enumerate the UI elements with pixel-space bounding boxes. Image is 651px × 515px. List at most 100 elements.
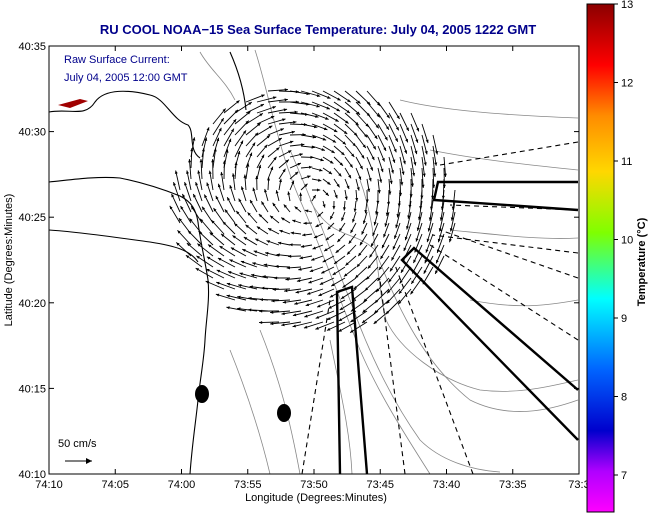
current-vector-head — [215, 293, 220, 297]
colorbar-tick-label: 12 — [621, 78, 633, 90]
current-vector-head — [412, 172, 416, 177]
current-vector — [267, 89, 288, 92]
current-vector-head — [259, 309, 263, 313]
current-vector-head — [281, 323, 285, 327]
current-vector-head — [289, 140, 294, 144]
current-vector — [171, 193, 181, 213]
current-vector-head — [325, 237, 330, 241]
current-vector — [377, 123, 388, 141]
current-vector-head — [225, 149, 229, 153]
current-vector — [410, 134, 418, 155]
current-vector-head — [282, 300, 287, 304]
current-vector — [326, 321, 346, 331]
current-vector-head — [321, 147, 325, 151]
current-vector-head — [316, 104, 320, 108]
current-vector — [366, 101, 381, 118]
current-vector — [418, 200, 423, 221]
current-vector-head — [379, 179, 383, 183]
current-vector-head — [234, 161, 238, 166]
current-vector-head — [387, 289, 391, 294]
current-vector-head — [329, 294, 334, 298]
current-vector — [388, 101, 400, 120]
current-vector-head — [389, 267, 393, 272]
current-vector — [182, 193, 192, 213]
current-vector-head — [307, 175, 311, 179]
current-vector-head — [345, 120, 349, 124]
current-vector — [175, 170, 181, 191]
current-vector — [414, 233, 423, 253]
current-vector-head — [267, 177, 271, 181]
current-vector — [311, 101, 331, 110]
current-vector-head — [317, 178, 322, 182]
current-vector-head — [404, 150, 408, 154]
current-vector-head — [342, 141, 346, 145]
current-vector-head — [211, 159, 215, 163]
current-vector-head — [305, 303, 310, 307]
current-vector-head — [291, 130, 295, 134]
current-vector-head — [355, 274, 359, 279]
current-vector — [300, 90, 321, 97]
current-vector-head — [266, 135, 271, 139]
y-tick-label: 40:20 — [18, 298, 46, 310]
current-vector-head — [406, 226, 409, 230]
current-vector-head — [281, 312, 285, 316]
current-vector-head — [185, 255, 190, 259]
current-vector-head — [234, 109, 239, 114]
current-vector — [223, 118, 237, 136]
current-vector-head — [189, 218, 193, 222]
current-vector — [201, 206, 214, 224]
current-vector-head — [338, 318, 343, 322]
current-vector — [377, 112, 390, 131]
current-vector-head — [414, 248, 418, 253]
current-vector-head — [312, 246, 316, 250]
current-vector-head — [342, 207, 346, 211]
current-vector — [192, 193, 203, 213]
current-vector-head — [388, 278, 392, 283]
current-vector — [425, 233, 434, 253]
current-vector — [339, 299, 357, 311]
current-vector-head — [245, 224, 249, 228]
current-vector-head — [422, 173, 426, 177]
current-vector-head — [383, 233, 387, 238]
current-vector-head — [384, 223, 388, 227]
current-vector — [315, 310, 335, 319]
current-vector-head — [414, 150, 418, 155]
current-vector — [428, 211, 434, 232]
current-vector-head — [262, 275, 266, 279]
current-vector-head — [396, 115, 400, 119]
current-vector-head — [435, 151, 439, 155]
current-vector — [410, 123, 419, 143]
current-vector-head — [395, 224, 399, 229]
x-tick-label: 73:50 — [300, 479, 328, 491]
current-vector-head — [275, 190, 279, 194]
current-vector — [410, 145, 417, 166]
current-vector — [238, 284, 258, 290]
current-vector-head — [300, 244, 305, 248]
current-vector-head — [291, 180, 295, 185]
current-vector-head — [209, 232, 214, 236]
current-vector — [338, 321, 357, 333]
current-vector-head — [197, 170, 201, 174]
current-vector-head — [264, 188, 267, 193]
current-vector-head — [372, 146, 376, 150]
current-vector — [237, 296, 258, 301]
current-vector-head — [350, 308, 355, 312]
current-vector — [421, 134, 428, 155]
current-vector-head — [389, 180, 393, 185]
current-vector-head — [380, 168, 384, 173]
current-vector — [227, 271, 247, 279]
current-vector — [413, 244, 423, 264]
current-vector-head — [368, 177, 372, 182]
current-vector-head — [248, 296, 252, 300]
current-vector-head — [303, 221, 307, 225]
current-vector-head — [358, 252, 362, 257]
current-vector-head — [425, 249, 429, 253]
current-vector — [344, 90, 361, 104]
current-vector-head — [341, 151, 345, 156]
current-vector-head — [449, 228, 453, 232]
current-vector — [212, 137, 220, 158]
sst-patch — [58, 99, 88, 108]
current-vector-head — [294, 171, 299, 175]
colorbar-tick-label: 13 — [621, 0, 633, 11]
current-vector-head — [213, 148, 217, 152]
